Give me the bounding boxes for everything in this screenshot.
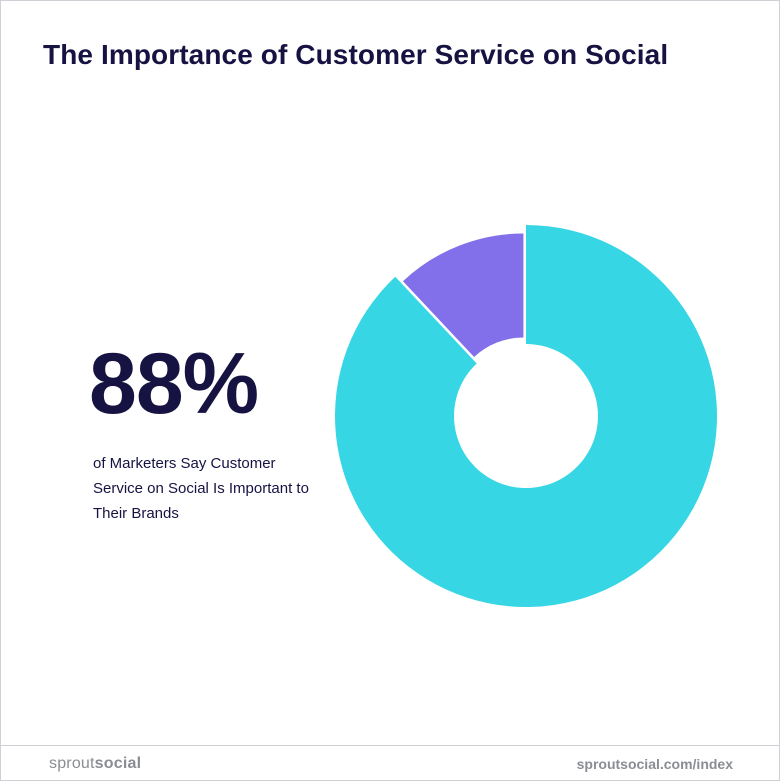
footer: sproutsocial sproutsocial.com/index [1, 745, 779, 782]
logo-text-sprout: sprout [49, 755, 95, 772]
page-title: The Importance of Customer Service on So… [43, 39, 669, 70]
sprout-social-logo: sproutsocial [49, 755, 141, 773]
stat-value: 88% [89, 336, 259, 432]
stat-caption: of Marketers Say Customer Service on Soc… [93, 455, 309, 522]
donut-slice-1 [402, 233, 524, 358]
source-url: sproutsocial.com/index [576, 756, 733, 772]
logo-text-social: social [94, 755, 142, 772]
donut-chart [335, 225, 717, 607]
donut-slice-0 [335, 225, 717, 607]
